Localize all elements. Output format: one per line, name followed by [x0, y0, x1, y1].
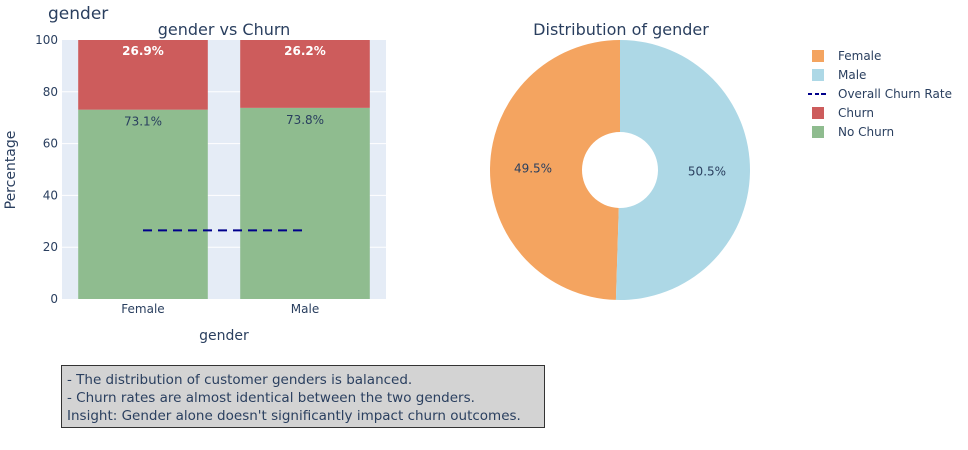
bar-churn-male[interactable]: [240, 40, 370, 108]
bar-chart-title: gender vs Churn: [158, 20, 291, 39]
legend-label-no-churn: No Churn: [838, 124, 895, 139]
legend-label-female: Female: [838, 48, 882, 63]
bar-chart: 0 20 40 60 80 100 73.1% 26.9% 73.8% 26.2% Female…: [3, 20, 386, 344]
bar-data-label: 26.9%: [122, 44, 164, 58]
pie-chart-title: Distribution of gender: [533, 20, 709, 39]
legend-item-male[interactable]: Male: [808, 65, 952, 84]
legend-label-male: Male: [838, 67, 867, 82]
pie-slices: 49.5% 50.5%: [490, 40, 751, 300]
insight-box: - The distribution of customer genders i…: [61, 365, 545, 428]
y-tick-label: 80: [43, 85, 58, 99]
insight-line: Insight: Gender alone doesn't significan…: [67, 408, 521, 424]
pie-slice-female[interactable]: [490, 40, 620, 300]
legend-swatch-female: [812, 49, 824, 62]
legend-item-overall-churn-rate[interactable]: Overall Churn Rate: [808, 84, 952, 103]
insight-line: - Churn rates are almost identical betwe…: [67, 390, 475, 406]
y-tick-label: 40: [43, 188, 58, 202]
y-tick-label: 0: [50, 292, 58, 306]
bar-data-label: 73.1%: [124, 115, 162, 129]
x-tick-label: Female: [121, 302, 164, 316]
bar-no-churn-male[interactable]: [240, 107, 370, 299]
x-axis-label: gender: [199, 328, 249, 344]
x-tick-label: Male: [291, 302, 319, 316]
pie-slice-male[interactable]: [615, 40, 751, 300]
legend-swatch-overall-churn-rate: [808, 92, 828, 95]
page-title: gender: [48, 4, 108, 24]
pie-slice-label: 49.5%: [514, 162, 552, 176]
y-tick-label: 20: [43, 240, 58, 254]
y-tick-label: 60: [43, 137, 58, 151]
insight-line: - The distribution of customer genders i…: [67, 372, 413, 388]
legend-swatch-male: [812, 68, 824, 81]
legend-swatch-churn: [812, 106, 824, 119]
y-tick-label: 100: [35, 33, 58, 47]
pie-chart: Distribution of gender 49.5% 50.5%: [490, 20, 751, 300]
bar-data-label: 73.8%: [286, 113, 324, 127]
bar-churn-female[interactable]: [78, 40, 208, 110]
legend-item-female[interactable]: Female: [808, 46, 952, 65]
bars: 73.1% 26.9% 73.8% 26.2%: [78, 40, 370, 300]
x-tick-labels: Female Male: [121, 302, 319, 316]
bar-no-churn-female[interactable]: [78, 109, 208, 300]
pie-slice-label: 50.5%: [688, 164, 726, 178]
legend-label-churn: Churn: [838, 105, 874, 120]
legend-item-churn[interactable]: Churn: [808, 103, 952, 122]
legend-item-no-churn[interactable]: No Churn: [808, 122, 952, 141]
bar-data-label: 26.2%: [284, 44, 326, 58]
y-tick-labels: 0 20 40 60 80 100: [35, 33, 58, 306]
legend: Female Male Overall Churn Rate Churn No …: [808, 46, 952, 141]
legend-swatch-no-churn: [812, 125, 824, 138]
legend-label-overall-churn-rate: Overall Churn Rate: [838, 86, 952, 101]
y-axis-label: Percentage: [3, 131, 19, 210]
